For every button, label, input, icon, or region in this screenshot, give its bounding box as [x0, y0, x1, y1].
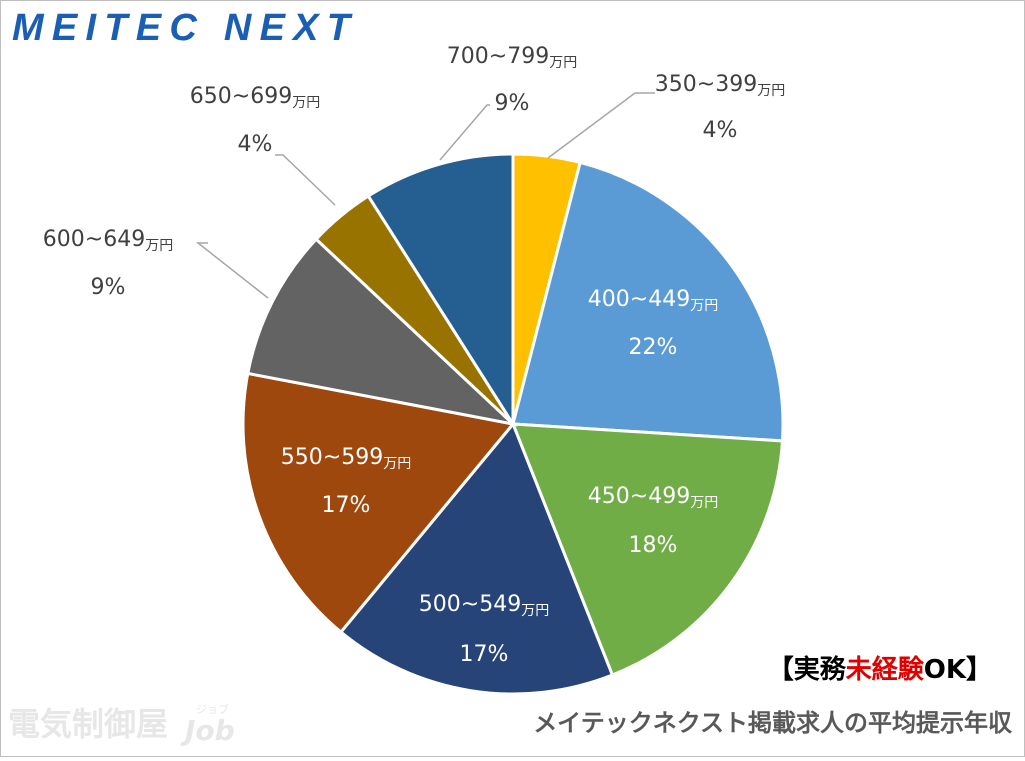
value-label: 18%	[629, 533, 678, 558]
slice-label: 500~549万円	[419, 592, 549, 619]
value-label: 17%	[460, 642, 509, 667]
category-label: 400~449	[588, 287, 690, 312]
value-label: 9%	[91, 275, 126, 300]
category-label: 700~799	[447, 44, 549, 69]
unit-label: 万円	[757, 83, 785, 99]
badge-part: OK】	[924, 655, 992, 685]
pie-slice	[366, 152, 515, 430]
pie-slice	[338, 421, 615, 696]
leader-line	[547, 92, 655, 159]
value-label: 9%	[495, 91, 530, 116]
slice-label: 450~499万円	[588, 484, 718, 511]
pie-slice	[246, 237, 518, 427]
category-label: 450~499	[588, 484, 690, 509]
value-label: 4%	[703, 118, 738, 143]
slices	[241, 152, 785, 696]
slice-label: 600~649万円	[43, 227, 173, 254]
badge-part: 【実務	[768, 654, 847, 685]
category-label: 550~599	[281, 445, 383, 470]
watermark-latin: Job	[180, 714, 235, 747]
unit-label: 万円	[145, 238, 173, 254]
leader-line	[195, 242, 269, 299]
badge: 【実務未経験OK】	[768, 654, 992, 685]
category-label: 500~549	[419, 592, 521, 617]
labels: 350~399万円4%400~449万円22%450~499万円18%500~5…	[43, 44, 785, 667]
brand-logo: MEITEC NEXT	[12, 7, 353, 49]
leader-line	[275, 154, 336, 206]
unit-label: 万円	[383, 456, 411, 472]
slice-label: 650~699万円	[190, 84, 320, 111]
slice-label: 400~449万円	[588, 287, 718, 314]
unit-label: 万円	[690, 298, 718, 314]
value-label: 22%	[629, 335, 678, 360]
unit-label: 万円	[690, 495, 718, 511]
pie-slice	[510, 422, 785, 677]
slice-label: 700~799万円	[447, 44, 577, 71]
chart-title: メイテックネクスト掲載求人の平均提示年収	[533, 709, 1013, 737]
leader-line	[439, 104, 490, 161]
badge-part: 未経験	[846, 654, 925, 685]
unit-label: 万円	[521, 603, 549, 619]
watermark-main: 電気制御屋	[8, 705, 168, 743]
category-label: 650~699	[190, 84, 292, 109]
slice-label: 350~399万円	[655, 72, 785, 99]
watermark-kana: ジョブ	[196, 702, 229, 716]
pie-slice	[241, 371, 516, 635]
pie-slice	[511, 160, 785, 443]
value-label: 4%	[238, 132, 273, 157]
watermark: 電気制御屋 ジョブ Job	[8, 702, 235, 747]
category-label: 600~649	[43, 227, 145, 252]
slice-label: 550~599万円	[281, 445, 411, 472]
unit-label: 万円	[549, 55, 577, 71]
value-label: 17%	[322, 493, 371, 518]
category-label: 350~399	[655, 72, 757, 97]
unit-label: 万円	[292, 95, 320, 111]
